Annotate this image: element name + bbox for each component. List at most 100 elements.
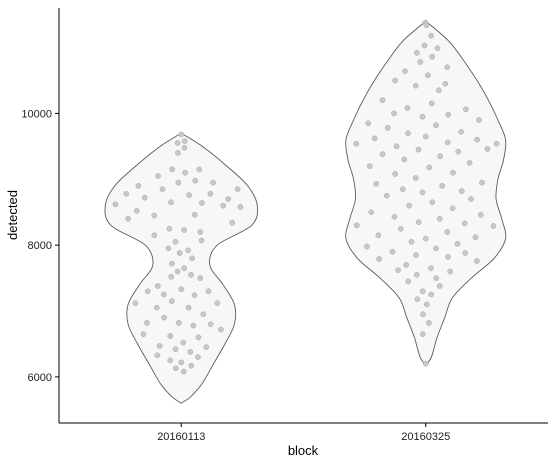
data-point — [436, 87, 442, 94]
data-point — [433, 122, 439, 129]
y-axis-ticks: 6000 8000 10000 — [21, 108, 59, 384]
data-point — [368, 209, 375, 216]
data-point — [140, 331, 147, 337]
data-point — [153, 304, 160, 311]
data-point — [190, 322, 197, 329]
data-point — [424, 301, 430, 308]
data-point — [437, 153, 443, 160]
data-point — [133, 208, 140, 214]
data-point — [189, 255, 195, 262]
data-point — [463, 106, 469, 113]
data-point — [439, 183, 446, 189]
data-point — [175, 150, 181, 156]
data-point — [391, 110, 397, 117]
data-point — [199, 200, 205, 206]
data-point — [425, 72, 431, 79]
data-point — [123, 190, 130, 197]
data-point — [461, 220, 468, 227]
data-point — [392, 77, 398, 84]
data-point — [436, 215, 443, 222]
data-point — [413, 271, 420, 278]
data-point — [375, 232, 382, 239]
data-point — [422, 235, 429, 242]
data-point — [474, 136, 480, 143]
data-point — [364, 243, 370, 250]
data-point — [428, 291, 435, 298]
data-point — [234, 186, 241, 193]
data-point — [214, 300, 221, 306]
data-point — [493, 140, 500, 147]
data-point — [484, 146, 491, 152]
data-point — [391, 213, 398, 220]
data-point — [445, 254, 451, 260]
data-point — [428, 100, 435, 107]
data-point — [188, 362, 195, 369]
y-axis-title: detected — [5, 190, 20, 240]
data-point — [197, 275, 204, 281]
data-point — [112, 201, 119, 208]
data-point — [125, 215, 131, 222]
x-axis-ticks: 20160113 20160325 — [157, 423, 450, 443]
points-layer — [112, 19, 500, 375]
data-point — [472, 234, 479, 241]
data-point — [415, 146, 422, 153]
data-point — [144, 320, 150, 326]
data-point — [188, 271, 194, 278]
data-point — [169, 260, 175, 267]
data-point — [383, 192, 390, 199]
x-tick-label: 20160325 — [401, 431, 450, 443]
data-point — [353, 140, 360, 147]
data-point — [428, 265, 434, 272]
data-point — [180, 339, 187, 346]
data-point — [195, 354, 201, 360]
data-point — [353, 222, 360, 229]
data-point — [168, 273, 175, 280]
data-point — [403, 262, 410, 268]
data-point — [178, 131, 185, 138]
data-point — [376, 256, 382, 262]
data-point — [191, 292, 198, 299]
data-point — [429, 53, 436, 60]
data-point — [155, 173, 161, 179]
data-point — [392, 171, 399, 177]
data-point — [458, 128, 464, 135]
data-point — [144, 288, 151, 295]
data-point — [172, 238, 179, 245]
data-point — [196, 166, 203, 173]
data-point — [195, 334, 202, 341]
data-point — [454, 240, 461, 247]
data-point — [178, 359, 185, 366]
data-point — [160, 291, 167, 298]
data-point — [187, 349, 194, 355]
data-point — [181, 265, 187, 272]
data-point — [197, 229, 204, 235]
data-point — [154, 352, 161, 359]
data-point — [185, 247, 191, 254]
x-tick-label: 20160113 — [157, 431, 205, 443]
data-point — [207, 321, 214, 328]
data-point — [159, 186, 166, 193]
data-point — [210, 179, 216, 186]
data-point — [198, 237, 205, 244]
data-point — [169, 166, 176, 173]
y-tick-label: 10000 — [21, 108, 52, 120]
data-point — [434, 45, 441, 52]
data-point — [429, 199, 436, 206]
data-point — [445, 111, 452, 118]
data-point — [408, 238, 415, 245]
data-point — [426, 164, 433, 171]
data-point — [168, 298, 175, 304]
data-point — [419, 288, 426, 295]
data-point — [225, 196, 232, 202]
data-point — [436, 283, 443, 289]
data-point — [181, 138, 188, 144]
data-point — [474, 258, 480, 264]
data-point — [151, 212, 158, 219]
data-point — [156, 343, 163, 349]
data-point — [175, 179, 182, 186]
data-point — [404, 105, 411, 111]
data-point — [379, 151, 386, 158]
data-point — [395, 267, 401, 274]
data-point — [180, 368, 187, 375]
data-point — [417, 59, 424, 65]
